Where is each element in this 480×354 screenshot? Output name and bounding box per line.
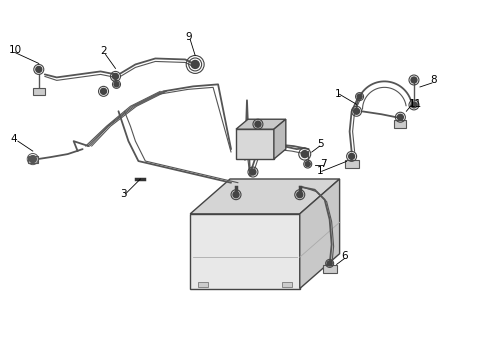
Text: 5: 5 xyxy=(317,139,324,149)
Circle shape xyxy=(357,94,362,99)
Circle shape xyxy=(305,161,310,166)
Circle shape xyxy=(397,114,403,120)
Polygon shape xyxy=(190,214,300,289)
Text: 8: 8 xyxy=(430,75,436,85)
Text: 4: 4 xyxy=(11,134,18,144)
Polygon shape xyxy=(236,119,286,129)
Circle shape xyxy=(348,153,355,159)
Circle shape xyxy=(297,192,303,198)
Text: 1: 1 xyxy=(317,166,324,176)
Polygon shape xyxy=(274,119,286,159)
Circle shape xyxy=(36,67,42,73)
Text: 11: 11 xyxy=(408,99,421,109)
Polygon shape xyxy=(300,179,340,289)
Polygon shape xyxy=(190,179,340,214)
Text: 10: 10 xyxy=(9,45,22,55)
Bar xyxy=(28,156,38,162)
Circle shape xyxy=(411,77,417,83)
Bar xyxy=(282,281,292,287)
Circle shape xyxy=(301,150,308,158)
Bar xyxy=(395,120,407,128)
Bar xyxy=(323,266,336,273)
Text: 6: 6 xyxy=(342,251,348,262)
Text: 7: 7 xyxy=(320,159,326,169)
Text: 1: 1 xyxy=(335,89,341,99)
Circle shape xyxy=(114,82,119,87)
Text: 9: 9 xyxy=(185,32,192,41)
Circle shape xyxy=(250,169,256,175)
Bar xyxy=(345,160,359,168)
Circle shape xyxy=(233,192,239,198)
Circle shape xyxy=(191,61,199,68)
Circle shape xyxy=(411,102,417,108)
Bar xyxy=(33,88,45,95)
Text: 3: 3 xyxy=(120,189,127,199)
Bar xyxy=(198,281,208,287)
Circle shape xyxy=(354,108,360,114)
Circle shape xyxy=(255,121,261,127)
Circle shape xyxy=(327,261,332,266)
Text: 2: 2 xyxy=(100,46,107,57)
Circle shape xyxy=(100,88,107,94)
Polygon shape xyxy=(236,129,274,159)
Circle shape xyxy=(29,156,36,162)
Circle shape xyxy=(112,73,119,79)
